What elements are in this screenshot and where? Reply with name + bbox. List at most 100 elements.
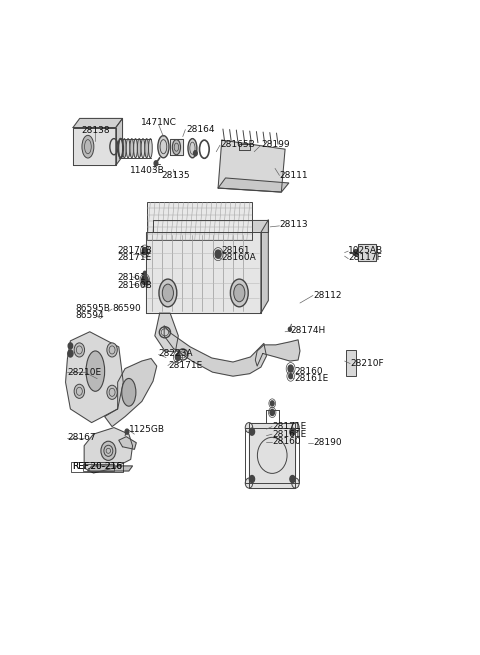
Circle shape xyxy=(353,250,358,255)
Polygon shape xyxy=(164,326,266,376)
Polygon shape xyxy=(145,233,261,313)
Ellipse shape xyxy=(148,139,152,158)
Text: 28138: 28138 xyxy=(81,126,109,135)
Circle shape xyxy=(245,422,252,433)
Text: 1025AB: 1025AB xyxy=(348,246,384,255)
Text: 28113: 28113 xyxy=(279,220,308,229)
Text: 28160B: 28160B xyxy=(118,281,153,290)
Circle shape xyxy=(270,409,275,415)
Polygon shape xyxy=(84,428,132,473)
Circle shape xyxy=(249,476,254,483)
Circle shape xyxy=(74,343,84,357)
Polygon shape xyxy=(66,332,123,422)
Text: 28117F: 28117F xyxy=(348,253,382,262)
Circle shape xyxy=(125,429,129,434)
Ellipse shape xyxy=(82,136,94,158)
Text: 28223A: 28223A xyxy=(158,349,193,358)
Text: 28165B: 28165B xyxy=(220,140,255,149)
Text: 86590: 86590 xyxy=(112,303,141,312)
Ellipse shape xyxy=(86,351,105,391)
Text: 28161: 28161 xyxy=(222,246,251,255)
Ellipse shape xyxy=(141,139,145,158)
Polygon shape xyxy=(358,244,376,261)
Ellipse shape xyxy=(126,139,130,158)
Text: 28164: 28164 xyxy=(186,124,215,134)
Ellipse shape xyxy=(130,139,133,158)
Polygon shape xyxy=(218,140,285,192)
Circle shape xyxy=(144,271,146,275)
Circle shape xyxy=(292,422,299,433)
Ellipse shape xyxy=(137,139,141,158)
Polygon shape xyxy=(88,466,132,471)
Circle shape xyxy=(288,365,293,372)
Bar xyxy=(347,350,356,376)
Polygon shape xyxy=(116,119,122,165)
Circle shape xyxy=(245,478,252,488)
Circle shape xyxy=(193,151,197,156)
Ellipse shape xyxy=(188,139,197,158)
Ellipse shape xyxy=(159,279,177,307)
Polygon shape xyxy=(153,220,268,233)
Polygon shape xyxy=(170,139,183,155)
Circle shape xyxy=(107,385,117,400)
Polygon shape xyxy=(119,437,136,449)
Circle shape xyxy=(288,328,291,331)
Polygon shape xyxy=(155,313,178,352)
Text: 11403B: 11403B xyxy=(130,166,165,175)
Text: 28190: 28190 xyxy=(313,438,342,447)
Circle shape xyxy=(289,373,292,379)
Polygon shape xyxy=(73,119,122,128)
Ellipse shape xyxy=(172,140,180,155)
Bar xyxy=(249,422,296,488)
Ellipse shape xyxy=(145,139,148,158)
Circle shape xyxy=(107,343,117,357)
Ellipse shape xyxy=(162,284,173,302)
Circle shape xyxy=(290,476,295,483)
Polygon shape xyxy=(73,128,116,165)
Ellipse shape xyxy=(119,139,122,158)
Text: 28161E: 28161E xyxy=(294,374,329,383)
Circle shape xyxy=(142,276,148,285)
Circle shape xyxy=(74,384,84,398)
Text: 28174H: 28174H xyxy=(290,326,326,335)
Text: 28112: 28112 xyxy=(313,291,341,300)
Text: 28161E: 28161E xyxy=(272,430,306,439)
Text: REF.20-216: REF.20-216 xyxy=(72,462,122,472)
Ellipse shape xyxy=(122,379,136,406)
Polygon shape xyxy=(249,422,296,488)
Text: 28111: 28111 xyxy=(279,171,308,180)
Circle shape xyxy=(270,401,274,406)
Circle shape xyxy=(249,428,254,435)
Circle shape xyxy=(290,428,295,435)
Circle shape xyxy=(154,161,158,166)
Text: 1471NC: 1471NC xyxy=(141,119,177,128)
Bar xyxy=(245,428,299,483)
Ellipse shape xyxy=(133,139,137,158)
Bar xyxy=(147,202,252,240)
Text: 28171E: 28171E xyxy=(168,360,202,369)
Text: 1125GB: 1125GB xyxy=(129,424,165,434)
Circle shape xyxy=(68,350,73,357)
Polygon shape xyxy=(239,144,250,150)
Ellipse shape xyxy=(234,284,245,302)
Polygon shape xyxy=(255,340,300,366)
Text: 28210E: 28210E xyxy=(67,367,102,377)
Polygon shape xyxy=(218,178,289,192)
Polygon shape xyxy=(105,358,156,426)
Text: 86595B: 86595B xyxy=(75,303,110,312)
Ellipse shape xyxy=(230,279,248,307)
Text: 28161: 28161 xyxy=(118,273,146,282)
Text: 86594: 86594 xyxy=(75,311,104,320)
Text: 28171E: 28171E xyxy=(272,422,306,431)
Text: 28210F: 28210F xyxy=(350,359,384,368)
Circle shape xyxy=(215,250,221,258)
Ellipse shape xyxy=(122,139,126,158)
Circle shape xyxy=(142,248,147,255)
Text: 28135: 28135 xyxy=(161,171,190,180)
Text: 28160: 28160 xyxy=(294,367,323,375)
Text: 28171E: 28171E xyxy=(118,253,152,262)
Text: 28199: 28199 xyxy=(261,140,289,149)
Circle shape xyxy=(292,478,299,488)
Polygon shape xyxy=(261,220,268,313)
Text: 28160: 28160 xyxy=(272,438,300,446)
